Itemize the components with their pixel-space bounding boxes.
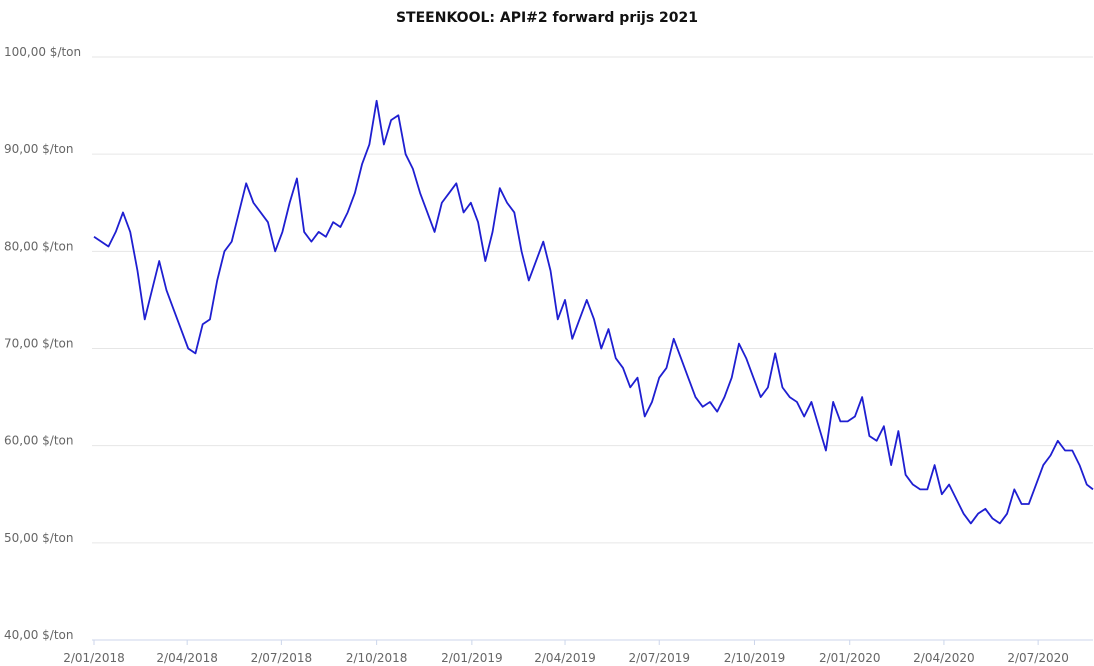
x-tick-label: 2/04/2018 — [156, 651, 218, 665]
x-tick-label: 2/01/2018 — [63, 651, 125, 665]
x-tick-label: 2/07/2019 — [628, 651, 690, 665]
y-tick-label: 50,00 $/ton — [4, 531, 74, 545]
x-tick-label: 2/04/2019 — [534, 651, 596, 665]
y-tick-label: 90,00 $/ton — [4, 142, 74, 156]
x-tick-label: 2/07/2020 — [1007, 651, 1069, 665]
data-line — [93, 99, 1094, 525]
y-tick-label: 100,00 $/ton — [4, 45, 81, 59]
x-tick-label: 2/10/2019 — [724, 651, 786, 665]
x-tick-label: 2/01/2019 — [441, 651, 503, 665]
x-tick-label: 2/07/2018 — [251, 651, 313, 665]
x-tick-label: 2/10/2018 — [346, 651, 408, 665]
y-tick-label: 70,00 $/ton — [4, 337, 74, 351]
x-tick-label: 2/04/2020 — [913, 651, 975, 665]
y-tick-label: 60,00 $/ton — [4, 434, 74, 448]
chart-title: STEENKOOL: API#2 forward prijs 2021 — [396, 10, 698, 26]
y-tick-label: 80,00 $/ton — [4, 239, 74, 253]
x-tick-label: 2/01/2020 — [819, 651, 881, 665]
y-tick-label: 40,00 $/ton — [4, 628, 74, 642]
